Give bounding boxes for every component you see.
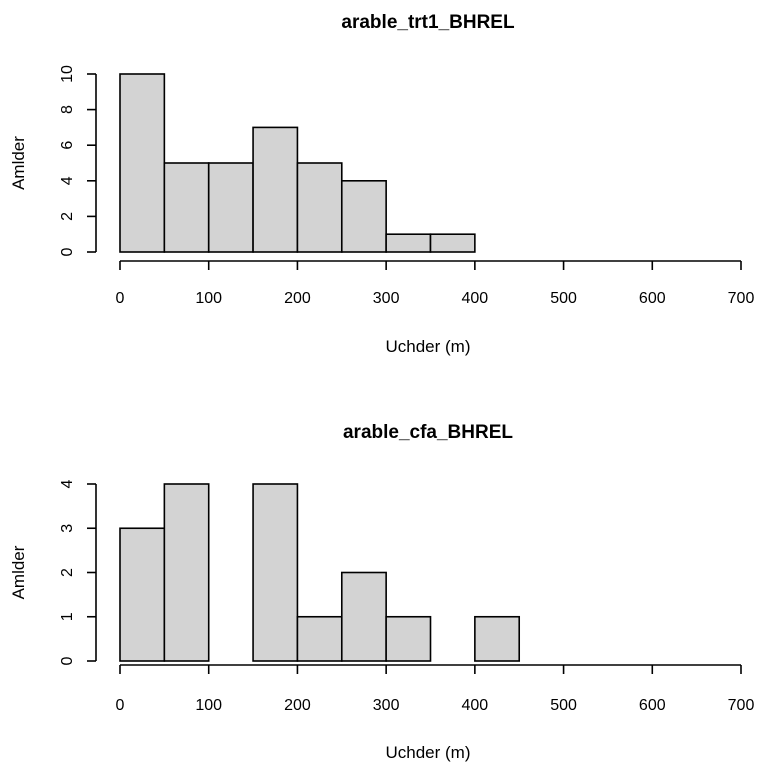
y-tick-label: 4: [59, 176, 76, 185]
x-tick-label: 500: [550, 290, 577, 307]
x-tick-label: 400: [462, 290, 489, 307]
x-tick-label: 600: [639, 290, 666, 307]
x-tick-label: 0: [116, 290, 125, 307]
histogram-bar: [163, 162, 210, 253]
x-tick-label: 400: [462, 697, 489, 714]
x-tick-label: 300: [373, 290, 400, 307]
histogram-bar: [119, 73, 166, 253]
histogram-bar: [207, 162, 254, 253]
x-tick-label: 100: [195, 290, 222, 307]
y-axis-label: Amlder: [9, 136, 28, 190]
histogram-bar: [119, 527, 166, 662]
chart-title: arable_trt1_BHREL: [341, 12, 515, 33]
histogram-bar: [474, 615, 521, 662]
y-tick-label: 0: [59, 247, 76, 256]
x-axis-label: Uchder (m): [385, 337, 470, 356]
histogram-bar: [296, 162, 343, 253]
x-axis-label: Uchder (m): [385, 743, 470, 762]
y-tick-label: 1: [59, 612, 76, 621]
y-tick-label: 3: [59, 524, 76, 533]
x-tick-label: 200: [284, 290, 311, 307]
x-tick-label: 700: [728, 290, 755, 307]
y-tick-label: 6: [59, 141, 76, 150]
histogram-bar: [252, 126, 299, 253]
chart-title: arable_cfa_BHREL: [343, 422, 513, 443]
y-tick-label: 10: [59, 65, 76, 83]
histogram-bar: [163, 483, 210, 662]
histogram-panel-cfa: arable_cfa_BHREL 0 100 200 300 400 500 600 700 0 1…: [9, 422, 754, 762]
x-tick-label: 500: [550, 697, 577, 714]
y-tick-label: 4: [59, 479, 76, 488]
histogram-bar: [385, 615, 432, 662]
x-tick-label: 300: [373, 697, 400, 714]
x-tick-label: 700: [728, 697, 755, 714]
y-tick-label: 2: [59, 212, 76, 221]
y-tick-label: 2: [59, 568, 76, 577]
histogram-bar: [385, 233, 432, 253]
y-tick-label: 0: [59, 656, 76, 665]
histogram-bar: [429, 233, 476, 253]
x-tick-label: 600: [639, 697, 666, 714]
y-tick-label: 8: [59, 105, 76, 114]
y-axis-label: Amlder: [9, 545, 28, 599]
histogram-panel-trt1: arable_trt1_BHREL 0 100 200 300 400 500 600 700 0…: [9, 12, 754, 356]
histogram-bar: [340, 571, 387, 662]
histogram-bar: [252, 483, 299, 662]
x-tick-label: 0: [116, 697, 125, 714]
histogram-bar: [340, 180, 387, 253]
histogram-bar: [296, 615, 343, 662]
x-tick-label: 100: [195, 697, 222, 714]
x-tick-label: 200: [284, 697, 311, 714]
